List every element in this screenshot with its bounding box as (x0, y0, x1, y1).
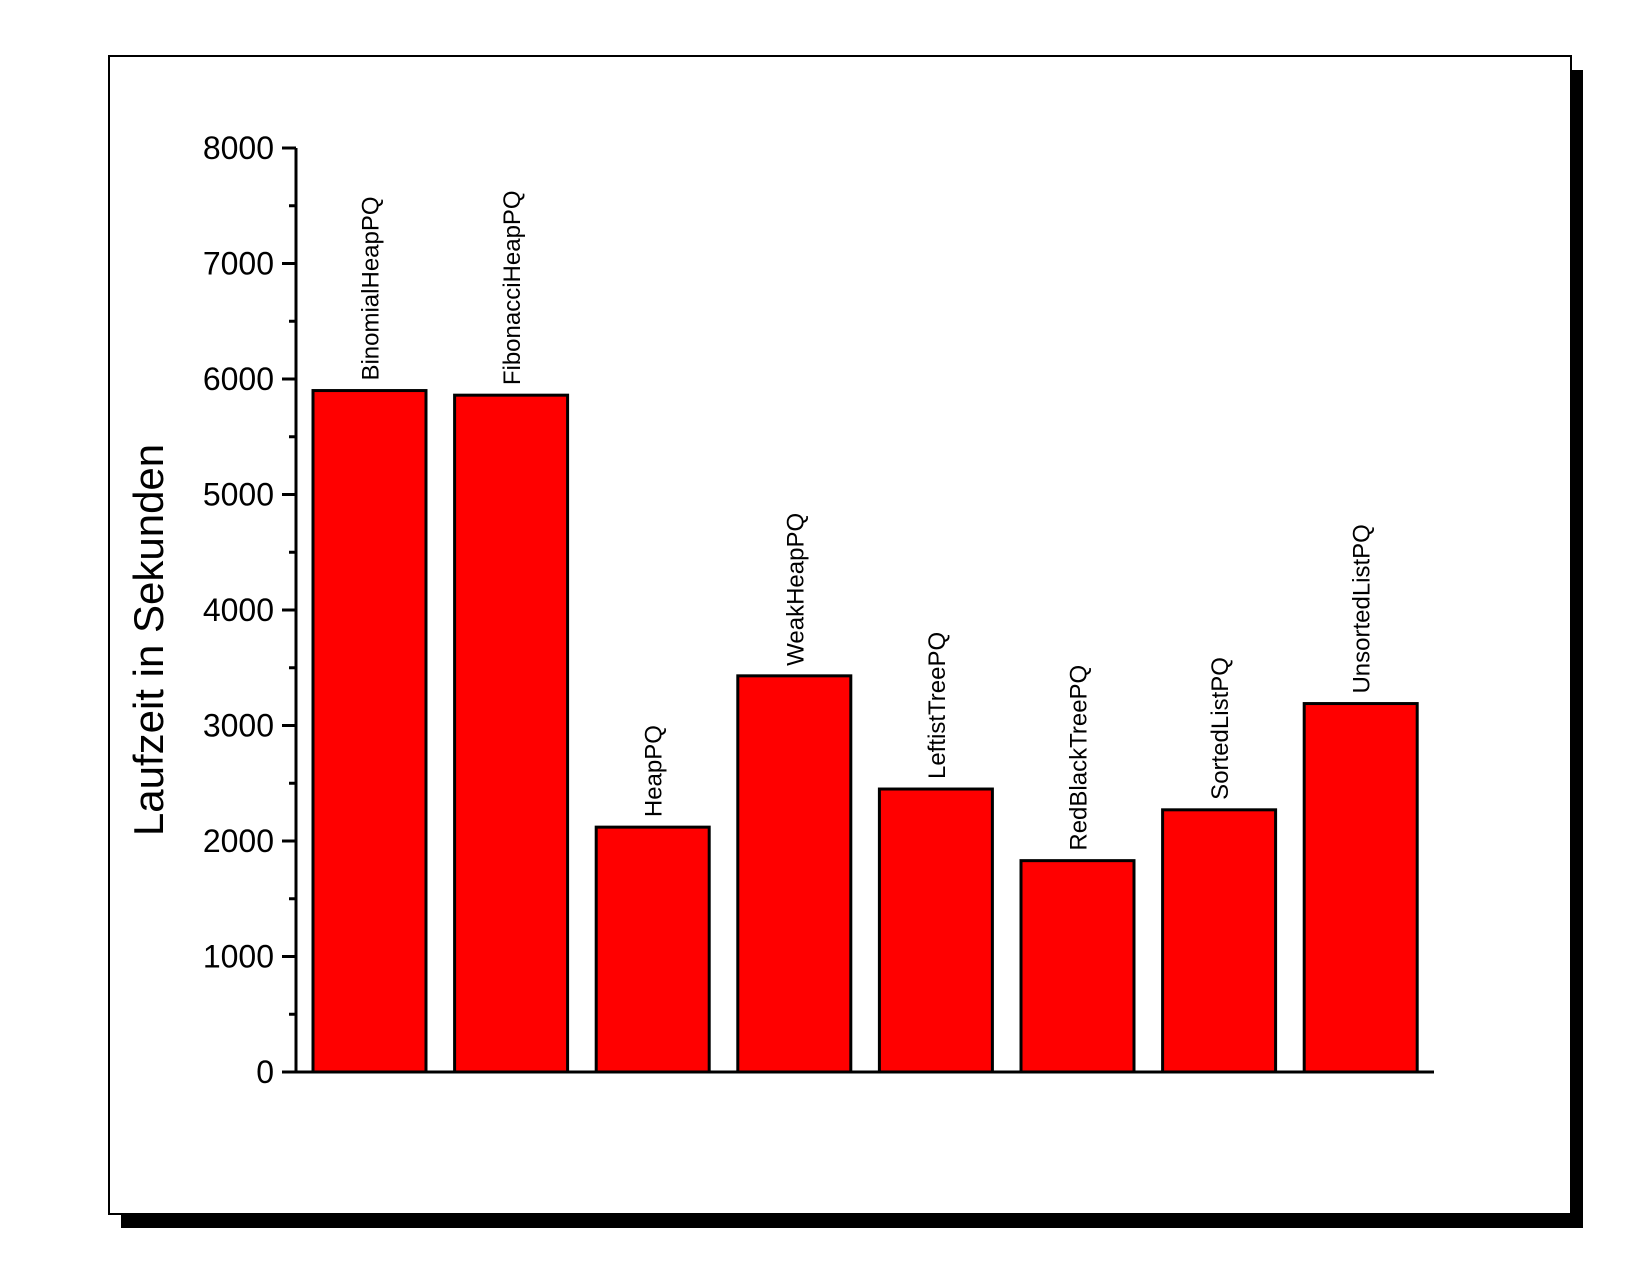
bar (453, 393, 570, 1074)
y-tick-label: 6000 (203, 361, 274, 397)
y-tick-label: 3000 (203, 708, 274, 744)
y-tick-label: 4000 (203, 592, 274, 628)
y-axis-ticks: 0 1000 2000 3000 4000 5000 6000 7000 8000 (203, 130, 296, 1090)
bar-label: WeakHeapPQ (782, 513, 809, 666)
bar-label: LeftistTreePQ (924, 632, 951, 779)
y-tick-label: 7000 (203, 246, 274, 282)
bar-label: HeapPQ (641, 725, 668, 817)
y-tick-label: 8000 (203, 130, 274, 166)
bar-label: SortedListPQ (1207, 657, 1234, 800)
bar (1302, 702, 1419, 1074)
y-axis-title: Laufzeit in Sekunden (125, 444, 172, 836)
bar-label: BinomialHeapPQ (358, 196, 385, 380)
bar (877, 787, 994, 1074)
y-tick-label: 0 (256, 1054, 274, 1090)
bar (594, 825, 711, 1074)
bar (736, 674, 853, 1074)
bar-label: FibonacciHeapPQ (499, 190, 526, 385)
bar (1019, 859, 1136, 1074)
bar (1161, 808, 1278, 1074)
bars: BinomialHeapPQ FibonacciHeapPQ HeapPQ WeakH… (311, 190, 1419, 1074)
bar (311, 389, 428, 1074)
y-tick-label: 1000 (203, 939, 274, 975)
y-tick-label: 5000 (203, 477, 274, 513)
y-tick-label: 2000 (203, 823, 274, 859)
bar-label: RedBlackTreePQ (1066, 665, 1093, 851)
bar-label: UnsortedListPQ (1349, 524, 1376, 693)
